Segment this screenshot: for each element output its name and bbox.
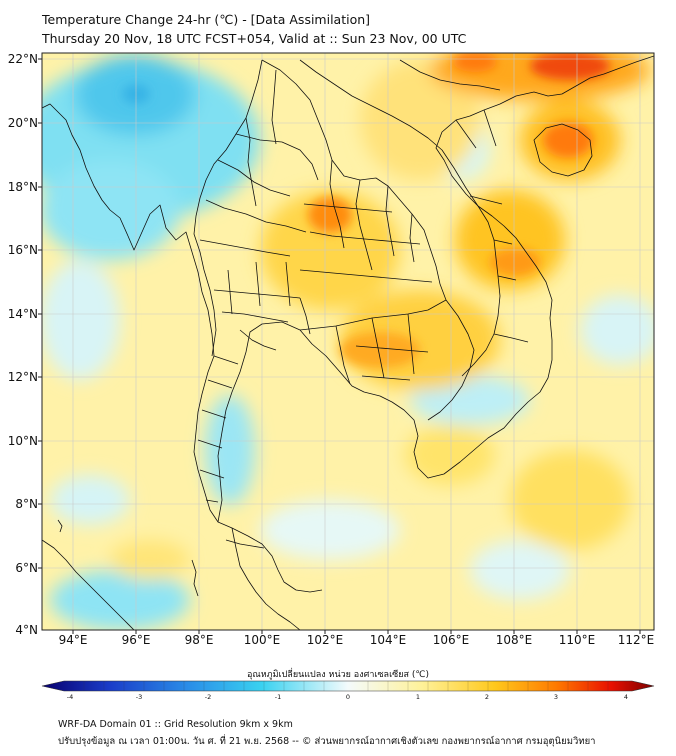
colorbar-tick: 4 <box>623 693 629 701</box>
thai-provinces-central <box>213 261 311 351</box>
colorbar-tick: 1 <box>415 693 421 701</box>
graticule <box>42 53 654 630</box>
border-laos-vietnam <box>299 59 501 377</box>
cambodia-provinces <box>335 313 429 385</box>
temperature-field <box>42 53 654 630</box>
colorbar-tick: -3 <box>135 693 143 701</box>
thai-provinces-north <box>199 69 319 257</box>
border-cambodia-vietnam <box>427 299 475 421</box>
island-hainan <box>533 123 593 177</box>
map-title: Temperature Change 24-hr (℃) - [Data Ass… <box>42 12 371 27</box>
axis-ticks <box>38 58 641 634</box>
lat-label-16n: 16°N <box>7 243 38 257</box>
footer-credit: ปรับปรุงข้อมูล ณ เวลา 01:00น. วัน ศ. ที่… <box>58 736 596 747</box>
border-myanmar-thailand <box>193 59 263 357</box>
border-thailand-laos <box>261 59 447 301</box>
coastline-gulf-of-thailand-east <box>299 55 654 479</box>
lat-label-20n: 20°N <box>7 116 38 130</box>
colorbar-tick: 2 <box>484 693 490 701</box>
colorbar-label: อุณหภูมิเปลี่ยนแปลง หน่วย องศาเซลเซียส (… <box>246 670 430 680</box>
border-vietnam-china <box>399 59 501 91</box>
lat-label-10n: 10°N <box>7 434 38 448</box>
island-andaman <box>191 559 199 597</box>
lat-label-12n: 12°N <box>7 370 38 384</box>
map-frame <box>41 52 655 631</box>
colorbar-ramp <box>41 680 655 692</box>
lon-label-110e: 110°E <box>558 633 596 647</box>
lon-label-108e: 108°E <box>495 633 533 647</box>
footer-model-info: WRF-DA Domain 01 :: Grid Resolution 9km … <box>58 719 293 730</box>
thai-provinces-northeast <box>299 159 433 283</box>
colorbar-tick: -2 <box>204 693 212 701</box>
lon-label-98e: 98°E <box>184 633 214 647</box>
colorbar <box>41 680 655 692</box>
lon-label-102e: 102°E <box>306 633 344 647</box>
peninsula-provinces <box>197 355 239 503</box>
colorbar-tick: -4 <box>66 693 74 701</box>
lon-label-100e: 100°E <box>243 633 281 647</box>
island-nicobar <box>57 519 63 533</box>
coastline-malay-peninsula-east <box>231 527 301 630</box>
lon-label-106e: 106°E <box>432 633 470 647</box>
colorbar-tick: -1 <box>274 693 282 701</box>
lon-label-96e: 96°E <box>121 633 151 647</box>
lon-label-112e: 112°E <box>617 633 655 647</box>
lat-label-6n: 6°N <box>15 561 38 575</box>
lat-label-22n: 22°N <box>7 52 38 66</box>
map-subtitle-valid-time: Thursday 20 Nov, 18 UTC FCST+054, Valid … <box>42 31 467 46</box>
vietnam-provinces <box>455 109 529 343</box>
lon-label-94e: 94°E <box>58 633 88 647</box>
coastline-mainland-west <box>42 103 323 593</box>
coastline-gulf-of-thailand-west <box>217 321 301 523</box>
colorbar-segments <box>83 681 609 691</box>
coastlines-and-borders <box>42 55 654 630</box>
lat-label-4n: 4°N <box>15 623 38 637</box>
coastline-sumatra <box>42 539 135 630</box>
lat-label-14n: 14°N <box>7 307 38 321</box>
colorbar-tick: 0 <box>345 693 351 701</box>
border-thailand-malaysia <box>225 539 265 549</box>
lat-label-18n: 18°N <box>7 180 38 194</box>
lon-label-104e: 104°E <box>369 633 407 647</box>
lat-label-8n: 8°N <box>15 497 38 511</box>
colorbar-tick: 3 <box>553 693 559 701</box>
